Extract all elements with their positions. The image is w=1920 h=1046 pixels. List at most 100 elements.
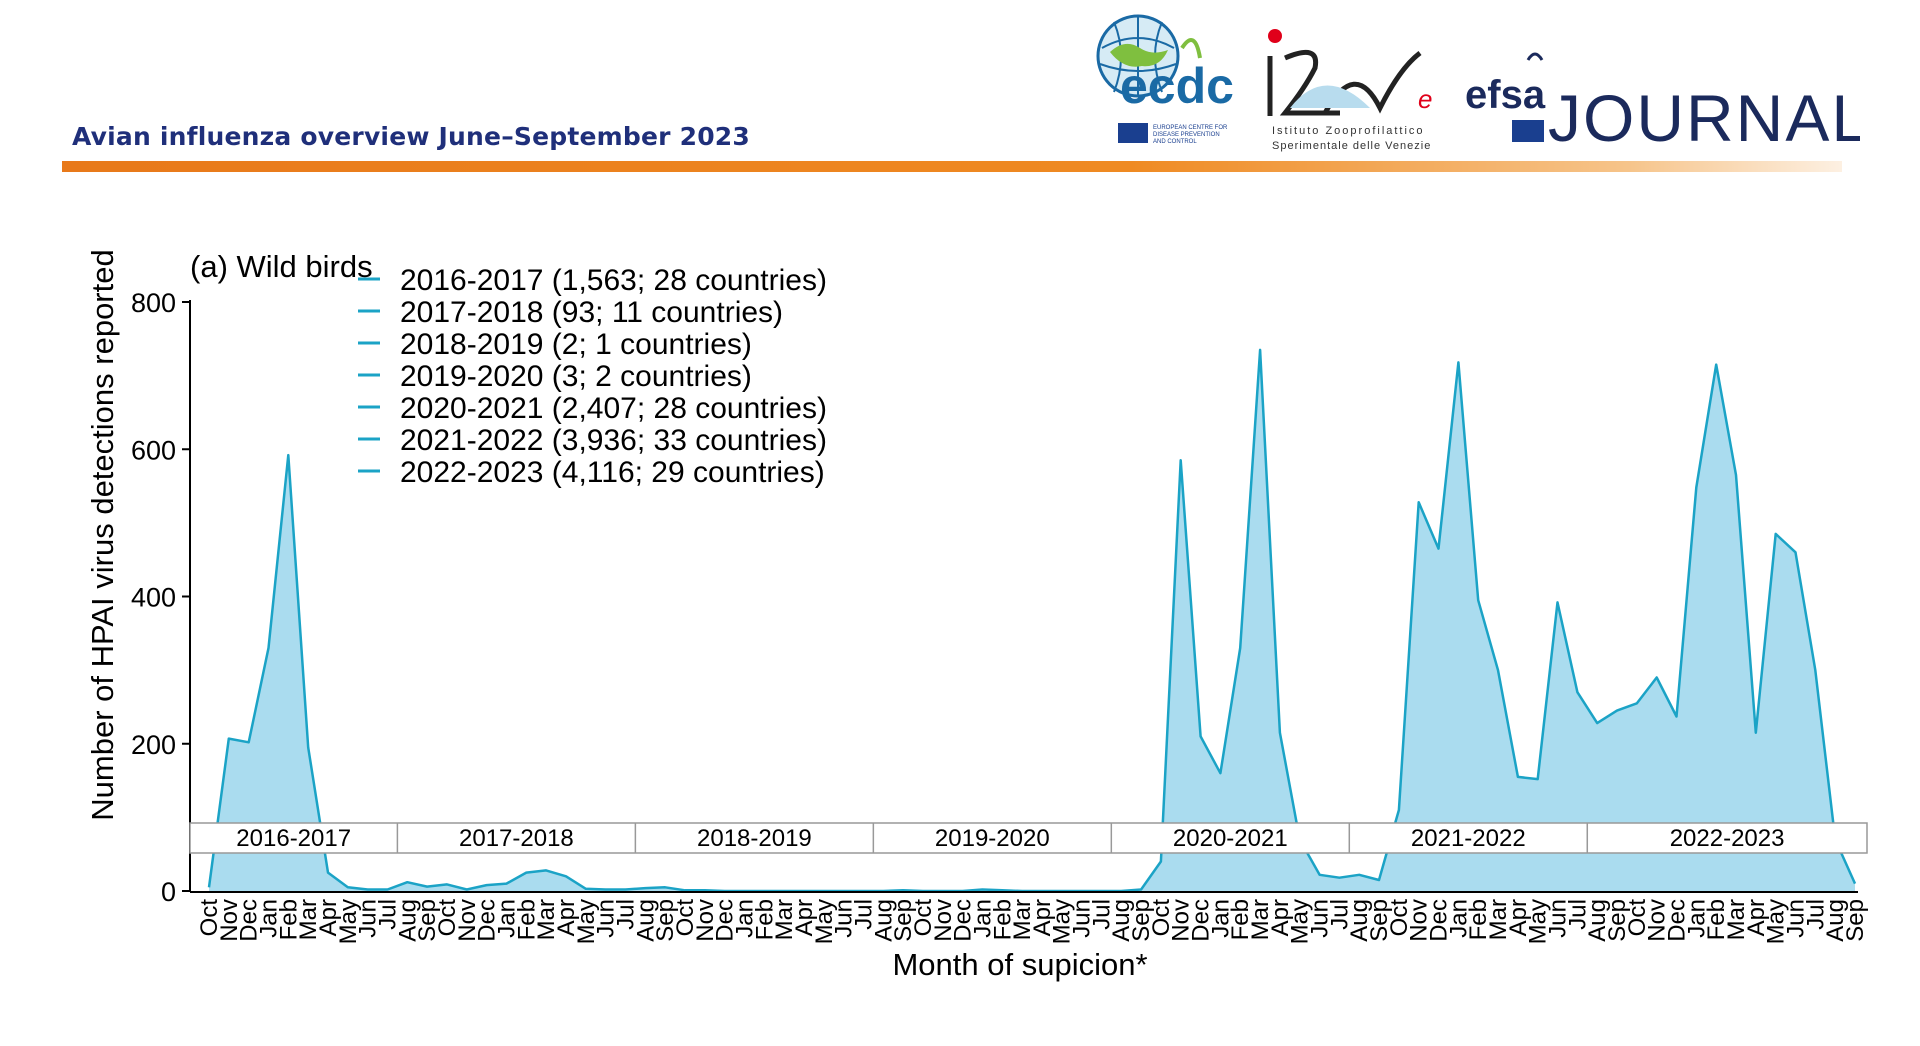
x-tick-label: Feb <box>513 899 540 940</box>
x-tick-label: Jun <box>1069 899 1096 938</box>
x-tick-label: Dec <box>1188 899 1215 942</box>
x-tick-label: Sep <box>1842 899 1869 942</box>
season-label: 2019-2020 <box>935 825 1050 852</box>
x-tick-label: Apr <box>553 899 580 936</box>
izsve-line-1: Istituto Zooprofilattico <box>1272 125 1425 137</box>
legend: 2016-2017 (1,563; 28 countries)2017-2018… <box>358 264 827 489</box>
x-tick-label: Aug <box>632 899 659 942</box>
x-tick-label: Aug <box>394 899 421 942</box>
x-tick-label: May <box>811 899 838 944</box>
x-tick-label: Mar <box>295 899 322 940</box>
logo-strip: ecdc EUROPEAN CENTRE FOR DISEASE PREVENT… <box>1096 14 1860 155</box>
legend-entry: 2018-2019 (2; 1 countries) <box>400 328 752 361</box>
x-tick-label: Jul <box>375 899 402 930</box>
header-rule <box>62 161 1842 172</box>
x-tick-label: Aug <box>870 899 897 942</box>
x-tick-label: Feb <box>1703 899 1730 940</box>
ecdc-subtitle-2: DISEASE PREVENTION <box>1153 132 1220 138</box>
x-tick-label: Apr <box>1743 899 1770 936</box>
x-tick-label: Jan <box>1207 899 1234 938</box>
panel-label: (a) Wild birds <box>190 249 373 284</box>
axes: 0200400600800OctNovDecJanFebMarAprMayJun… <box>131 288 1869 944</box>
journal-wordmark: JOURNAL <box>1548 81 1860 155</box>
x-tick-label: Feb <box>1465 899 1492 940</box>
x-tick-label: Jul <box>1564 899 1591 930</box>
izsve-line-2: Sperimentale delle Venezie <box>1272 140 1431 152</box>
x-tick-label: Aug <box>1822 899 1849 942</box>
season-label: 2018-2019 <box>697 825 812 852</box>
x-tick-label: Jul <box>850 899 877 930</box>
x-tick-label: Oct <box>1386 899 1413 937</box>
x-tick-label: Mar <box>771 899 798 940</box>
page-header: Avian influenza overview June–September … <box>0 0 1920 175</box>
season-label: 2017-2018 <box>459 825 574 852</box>
x-tick-label: Jul <box>1802 899 1829 930</box>
x-tick-label: Jun <box>1783 899 1810 938</box>
x-tick-label: Jul <box>613 899 640 930</box>
x-tick-label: Apr <box>791 899 818 936</box>
season-label: 2016-2017 <box>236 825 351 852</box>
legend-entry: 2016-2017 (1,563; 28 countries) <box>400 264 827 297</box>
x-tick-label: Jan <box>731 899 758 938</box>
x-tick-label: May <box>573 899 600 944</box>
x-tick-label: May <box>1049 899 1076 944</box>
x-tick-label: May <box>1763 899 1790 944</box>
x-tick-label: May <box>1525 899 1552 944</box>
x-tick-label: Nov <box>1168 899 1195 942</box>
x-tick-label: Nov <box>930 899 957 942</box>
season-label: 2021-2022 <box>1411 825 1526 852</box>
x-tick-label: Dec <box>474 899 501 942</box>
x-tick-label: Nov <box>1644 899 1671 942</box>
x-tick-label: Jan <box>494 899 521 938</box>
x-tick-label: Jul <box>1326 899 1353 930</box>
x-tick-label: Sep <box>1366 899 1393 942</box>
x-tick-label: Jun <box>355 899 382 938</box>
x-tick-label: Jun <box>831 899 858 938</box>
x-tick-label: Dec <box>950 899 977 942</box>
x-tick-label: Sep <box>890 899 917 942</box>
x-tick-label: Dec <box>1664 899 1691 942</box>
document-title: Avian influenza overview June–September … <box>72 122 750 151</box>
season-bar: 2016-2017 2017-2018 2018-2019 2019-2020 2020… <box>189 822 1868 854</box>
x-tick-label: Apr <box>1029 899 1056 936</box>
x-tick-label: Dec <box>236 899 263 942</box>
x-tick-label: Sep <box>414 899 441 942</box>
x-tick-label: Sep <box>652 899 679 942</box>
izsve-logo: e Istituto Zooprofilattico Sperimentale … <box>1267 29 1432 152</box>
x-tick-label: Feb <box>275 899 302 940</box>
x-tick-label: Aug <box>1346 899 1373 942</box>
season-label: 2020-2021 <box>1173 825 1288 852</box>
legend-entry: 2020-2021 (2,407; 28 countries) <box>400 392 827 425</box>
x-tick-label: Oct <box>1148 899 1175 937</box>
x-tick-label: Oct <box>910 899 937 937</box>
x-tick-label: Jan <box>1683 899 1710 938</box>
x-tick-label: May <box>335 899 362 944</box>
x-tick-label: Nov <box>454 899 481 942</box>
x-tick-label: Mar <box>533 899 560 940</box>
ecdc-subtitle-1: EUROPEAN CENTRE FOR <box>1153 125 1228 131</box>
y-tick-label: 200 <box>131 730 176 760</box>
x-tick-label: Jul <box>1088 899 1115 930</box>
legend-entry: 2019-2020 (3; 2 countries) <box>400 360 752 393</box>
x-tick-label: Jan <box>1445 899 1472 938</box>
y-axis-label: Number of HPAI virus detections reported <box>85 249 120 820</box>
x-axis-label: Month of supicion* <box>892 947 1147 982</box>
x-tick-label: Feb <box>751 899 778 940</box>
efsa-wordmark: efsa <box>1465 73 1546 117</box>
x-tick-label: Feb <box>1227 899 1254 940</box>
legend-entry: 2017-2018 (93; 11 countries) <box>400 296 783 329</box>
x-tick-label: Mar <box>1723 899 1750 940</box>
area-fill <box>209 349 1855 891</box>
x-tick-label: Apr <box>1505 899 1532 936</box>
x-tick-label: Sep <box>1128 899 1155 942</box>
x-tick-label: Mar <box>1485 899 1512 940</box>
x-tick-label: Sep <box>1604 899 1631 942</box>
y-tick-label: 800 <box>131 288 176 318</box>
x-tick-label: Jun <box>593 899 620 938</box>
x-tick-label: Nov <box>216 899 243 942</box>
x-tick-label: Aug <box>1108 899 1135 942</box>
x-tick-label: Aug <box>1584 899 1611 942</box>
x-tick-label: Apr <box>315 899 342 936</box>
x-tick-label: Mar <box>1009 899 1036 940</box>
x-tick-label: Feb <box>989 899 1016 940</box>
